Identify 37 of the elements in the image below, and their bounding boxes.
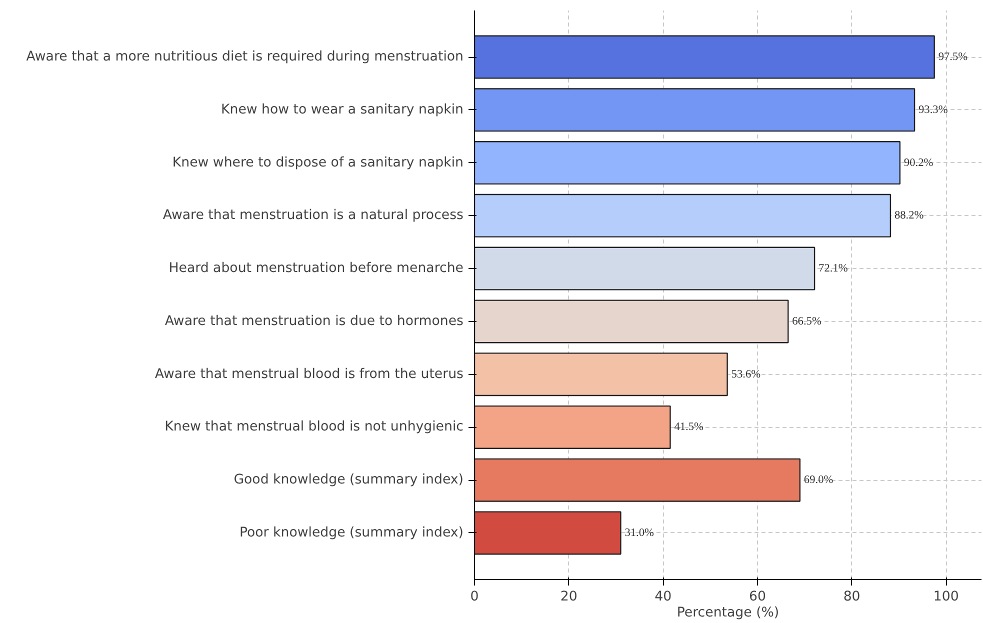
- bar: [474, 352, 728, 396]
- data-label: 72.1%: [818, 262, 848, 275]
- x-tick-label: 100: [933, 590, 959, 604]
- data-label: 31.0%: [624, 526, 655, 539]
- data-label: 66.5%: [792, 315, 822, 328]
- data-label: 53.6%: [731, 368, 762, 380]
- bar: [474, 405, 671, 449]
- y-tick-label: Knew where to dispose of a sanitary napkin: [172, 155, 464, 170]
- y-tick-label: Knew that menstrual blood is not unhygienic: [164, 420, 464, 435]
- bar: [474, 141, 901, 185]
- y-tick-label: Knew how to wear a sanitary napkin: [221, 102, 464, 118]
- x-tick-label: 80: [843, 590, 860, 604]
- y-tick-label: Good knowledge (summary index): [234, 472, 464, 488]
- bar: [474, 511, 622, 555]
- x-tick-label: 0: [470, 590, 479, 604]
- y-tick-label: Heard about menstruation before menarche: [168, 261, 464, 276]
- x-tick-label: 40: [654, 590, 672, 604]
- bar: [474, 300, 789, 344]
- data-label: 93.3%: [918, 104, 948, 116]
- x-tick-label: 20: [560, 590, 578, 604]
- data-label: 90.2%: [904, 156, 934, 169]
- y-tick-label: Aware that menstrual blood is from the uterus: [154, 366, 464, 382]
- data-label: 97.5%: [938, 51, 968, 64]
- y-tick-label: Poor knowledge (summary index): [239, 525, 464, 540]
- bar: [474, 88, 916, 132]
- x-axis-title: Percentage (%): [676, 606, 780, 620]
- bar: [474, 35, 935, 79]
- y-tick-label: Aware that menstruation is a natural process: [162, 208, 464, 224]
- y-tick-label: Aware that a more nutritious diet is required during menstruation: [26, 50, 464, 65]
- bar: [474, 194, 892, 238]
- bar: [474, 246, 816, 290]
- bar: [474, 458, 801, 502]
- data-label: 41.5%: [674, 421, 704, 434]
- y-tick-label: Aware that menstruation is due to hormones: [164, 314, 464, 329]
- x-tick-label: 60: [748, 590, 766, 604]
- data-label: 69.0%: [804, 474, 834, 486]
- data-label: 88.2%: [894, 210, 924, 222]
